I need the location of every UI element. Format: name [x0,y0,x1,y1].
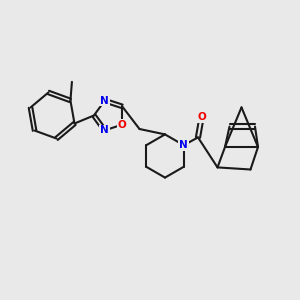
Text: N: N [100,125,109,135]
Text: O: O [118,120,127,130]
Text: N: N [100,96,109,106]
Text: O: O [197,112,206,122]
Text: N: N [179,140,188,150]
